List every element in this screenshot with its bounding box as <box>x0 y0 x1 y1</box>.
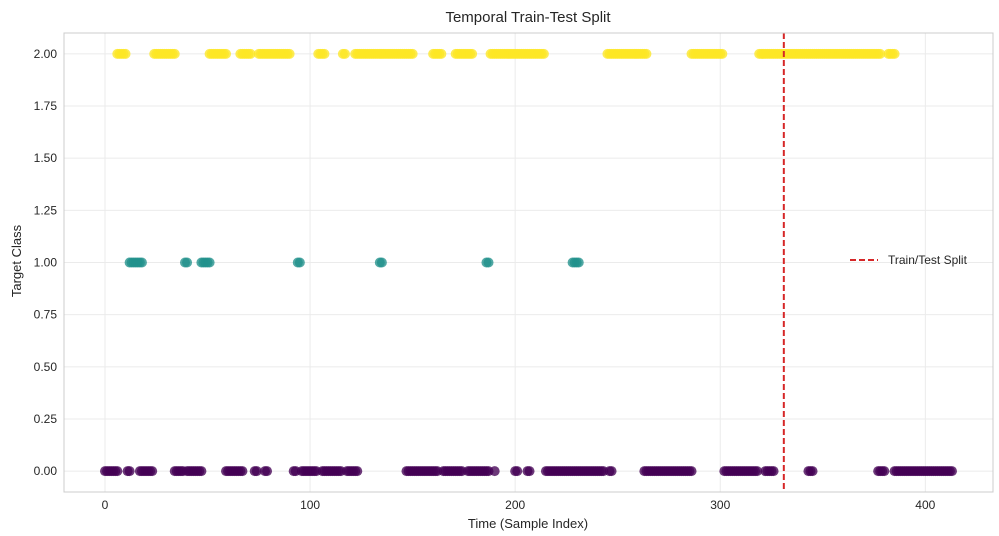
y-tick-label: 1.00 <box>34 256 58 270</box>
data-point-class-2 <box>436 48 447 59</box>
data-point-class-1 <box>182 257 193 268</box>
data-point-class-0 <box>196 466 207 477</box>
data-point-class-1 <box>136 257 147 268</box>
data-point-class-0 <box>606 466 617 477</box>
data-point-class-2 <box>245 48 256 59</box>
data-point-class-2 <box>875 48 886 59</box>
data-point-class-0 <box>237 466 248 477</box>
data-point-class-1 <box>483 257 494 268</box>
data-point-class-0 <box>807 466 818 477</box>
legend: Train/Test Split <box>850 253 968 267</box>
data-point-class-0 <box>147 466 158 477</box>
data-point-class-0 <box>251 466 262 477</box>
tick-labels: 0 100 200 300 400 0.00 0.25 0.50 0.75 1.00 1.25 1.5… <box>34 47 936 512</box>
x-tick-label: 300 <box>710 498 730 512</box>
data-point-class-1 <box>573 257 584 268</box>
data-point-class-2 <box>339 48 350 59</box>
data-point-class-0 <box>262 466 273 477</box>
data-point-class-2 <box>407 48 418 59</box>
x-axis-label: Time (Sample Index) <box>468 516 588 531</box>
data-point-class-2 <box>467 48 478 59</box>
x-tick-label: 200 <box>505 498 525 512</box>
data-point-class-2 <box>889 48 900 59</box>
y-tick-label: 1.25 <box>34 203 58 217</box>
data-point-class-2 <box>221 48 232 59</box>
x-tick-label: 400 <box>915 498 935 512</box>
data-point-class-0 <box>768 466 779 477</box>
data-point-class-0 <box>112 466 123 477</box>
data-point-class-2 <box>120 48 131 59</box>
data-point-class-2 <box>169 48 180 59</box>
data-point-class-0 <box>524 466 535 477</box>
plot-frame <box>63 32 994 493</box>
data-point-class-0 <box>352 466 363 477</box>
y-tick-label: 0.00 <box>34 464 58 478</box>
data-point-class-2 <box>641 48 652 59</box>
data-point-class-2 <box>319 48 330 59</box>
y-tick-label: 1.75 <box>34 99 58 113</box>
y-tick-label: 2.00 <box>34 47 58 61</box>
data-point-class-0 <box>946 466 957 477</box>
y-tick-label: 0.75 <box>34 308 58 322</box>
y-tick-label: 1.50 <box>34 151 58 165</box>
data-point-class-0 <box>512 466 523 477</box>
data-point-class-2 <box>717 48 728 59</box>
chart-title: Temporal Train-Test Split <box>445 9 611 26</box>
data-point-class-2 <box>284 48 295 59</box>
y-tick-label: 0.50 <box>34 360 58 374</box>
data-point-class-0 <box>124 466 135 477</box>
data-point-class-0 <box>686 466 697 477</box>
data-points <box>100 48 957 477</box>
data-point-class-1 <box>204 257 215 268</box>
data-point-class-2 <box>538 48 549 59</box>
y-axis-label: Target Class <box>9 224 24 297</box>
legend-split-label: Train/Test Split <box>888 253 968 267</box>
data-point-class-1 <box>294 257 305 268</box>
y-tick-label: 0.25 <box>34 412 58 426</box>
x-tick-label: 100 <box>300 498 320 512</box>
data-point-class-0 <box>879 466 890 477</box>
data-point-class-0 <box>489 466 500 477</box>
x-tick-label: 0 <box>102 498 109 512</box>
data-point-class-0 <box>752 466 763 477</box>
data-point-class-1 <box>376 257 387 268</box>
